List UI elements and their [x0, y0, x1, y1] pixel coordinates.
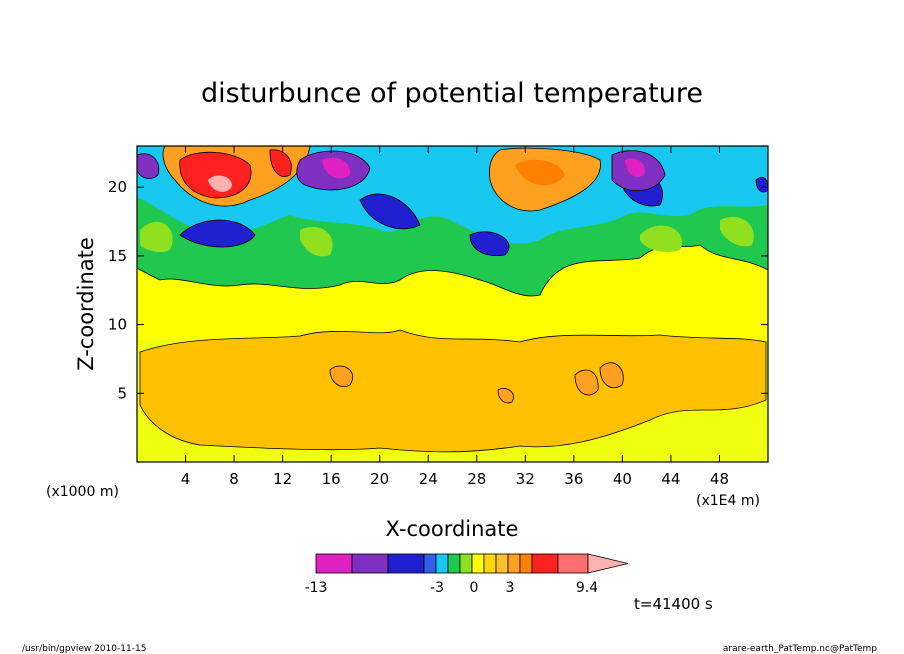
x-tick-label: 44	[661, 470, 680, 488]
colorbar-segment	[519, 553, 533, 574]
x-tick-label: 12	[273, 470, 292, 488]
x-axis-label: X-coordinate	[386, 517, 519, 541]
colorbar-tick-label: 3	[506, 580, 515, 596]
x-tick-label: 20	[370, 470, 389, 488]
colorbar-segment	[531, 553, 559, 574]
colorbar-segment	[483, 553, 497, 574]
colorbar-tick-label: 9.4	[576, 580, 598, 596]
colorbar-segment	[447, 553, 461, 574]
field-orange-islands	[329, 362, 624, 404]
field-pink-left	[208, 175, 232, 192]
colorbar-segment	[387, 553, 425, 574]
x-tick-label: 36	[564, 470, 583, 488]
plot-frame	[136, 145, 769, 463]
time-label: t=41400 s	[634, 595, 713, 613]
y-tick-label: 10	[108, 316, 127, 334]
footer-right: arare-earth_PatTemp.nc@PatTemp	[723, 644, 877, 654]
heatmap-field	[137, 146, 768, 462]
x-tick-label: 32	[516, 470, 535, 488]
chart-title: disturbunce of potential temperature	[201, 78, 703, 109]
colorbar-arrow	[587, 553, 629, 574]
colorbar	[315, 553, 629, 574]
x-unit-right: (x1E4 m)	[696, 493, 760, 509]
y-tick-label: 20	[108, 178, 127, 196]
field-blue-pockets	[179, 171, 768, 257]
x-unit-left: (x1000 m)	[46, 484, 119, 500]
x-tick-label: 16	[322, 470, 341, 488]
colorbar-tick-label: -3	[430, 580, 444, 596]
y-axis: 5 10 15 20	[108, 178, 768, 402]
colorbar-segment	[507, 553, 521, 574]
colorbar-segment	[471, 553, 485, 574]
colorbar-segment	[435, 553, 449, 574]
colorbar-tick-label: 0	[470, 580, 479, 596]
colorbar-tick-label: -13	[305, 580, 328, 596]
y-tick-label: 15	[108, 247, 127, 265]
x-tick-label: 28	[467, 470, 486, 488]
colorbar-segment	[557, 553, 589, 574]
x-axis: 4 8 12 16 20 24 28 32 36 40 44 48	[181, 146, 729, 488]
x-tick-label: 8	[229, 470, 239, 488]
colorbar-segment	[459, 553, 473, 574]
x-tick-label: 24	[419, 470, 438, 488]
field-orange-plateau	[139, 329, 767, 453]
colorbar-segment	[315, 553, 353, 574]
field-purple-pockets	[137, 150, 666, 192]
y-axis-label: Z-coordinate	[74, 237, 98, 371]
x-tick-label: 4	[181, 470, 191, 488]
x-tick-label: 48	[710, 470, 729, 488]
footer-left: /usr/bin/gpview 2010-11-15	[22, 644, 146, 654]
x-tick-label: 40	[613, 470, 632, 488]
y-tick-label: 5	[117, 384, 127, 402]
colorbar-tick-labels: -13 -3 0 3 9.4	[305, 580, 599, 596]
field-red-left	[179, 149, 292, 199]
colorbar-segment	[495, 553, 509, 574]
colorbar-segment	[351, 553, 389, 574]
field-darkorange-right	[515, 159, 565, 186]
colorbar-segment	[423, 553, 437, 574]
